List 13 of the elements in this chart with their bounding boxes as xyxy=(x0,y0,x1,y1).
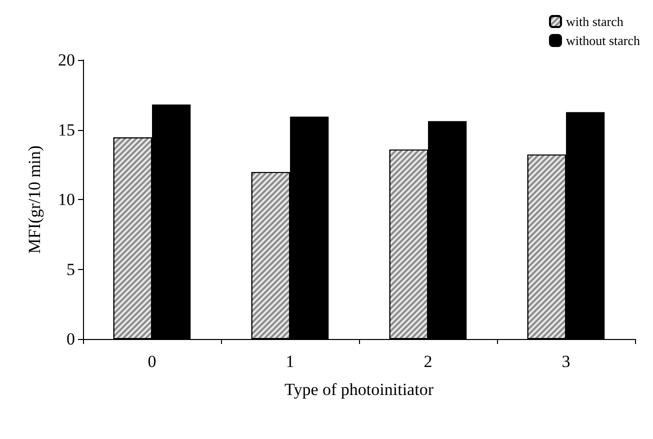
y-tick-label: 5 xyxy=(66,260,75,279)
x-tick-label: 2 xyxy=(424,352,432,371)
y-tick-label: 10 xyxy=(58,190,75,209)
x-axis-title: Type of photoinitiator xyxy=(284,380,434,399)
x-tick-label: 3 xyxy=(562,352,570,371)
y-tick-label: 15 xyxy=(58,120,75,140)
x-tick-label: 0 xyxy=(148,352,156,371)
y-tick-label: 20 xyxy=(58,50,75,70)
x-tick-label: 1 xyxy=(286,352,294,371)
y-axis-title: MFI(gr/10 min) xyxy=(25,145,44,254)
legend-label: without starch xyxy=(566,33,640,48)
legend-label: with starch xyxy=(566,14,624,29)
y-tick-label: 0 xyxy=(66,330,75,348)
